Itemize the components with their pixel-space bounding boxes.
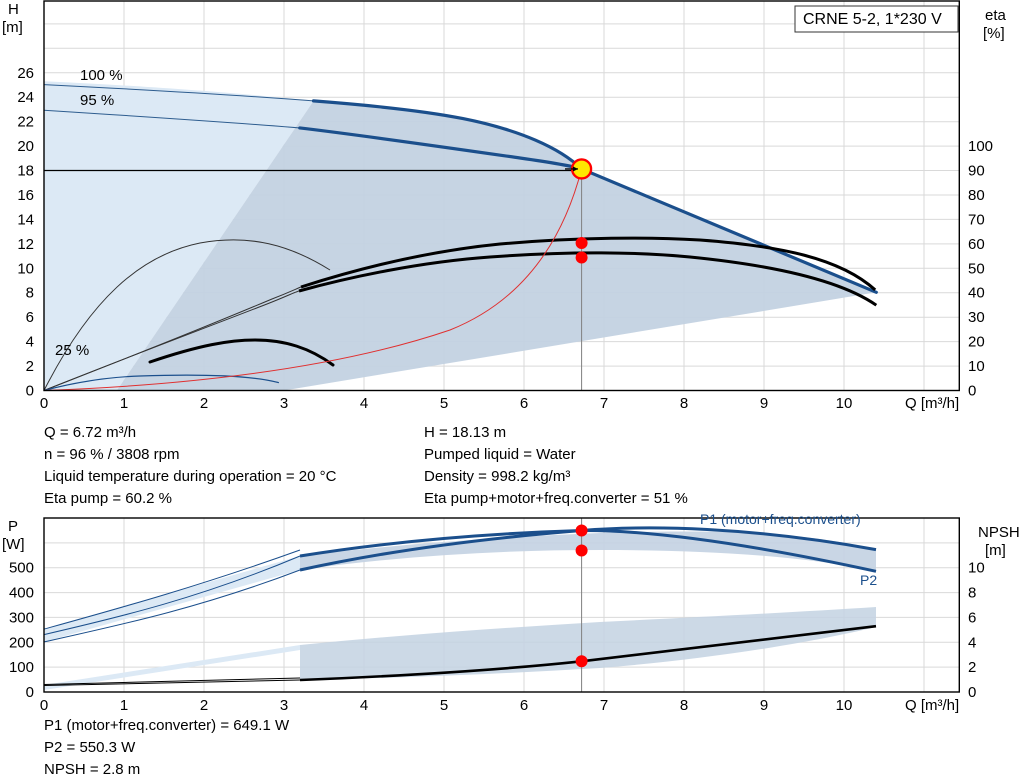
svg-text:20: 20	[17, 138, 34, 155]
svg-text:3: 3	[280, 395, 288, 412]
svg-text:P2: P2	[860, 572, 877, 588]
svg-text:2: 2	[200, 395, 208, 412]
svg-text:Liquid temperature during oper: Liquid temperature during operation = 20…	[44, 468, 337, 485]
svg-text:70: 70	[968, 211, 985, 228]
svg-text:95 %: 95 %	[80, 92, 114, 109]
svg-text:26: 26	[17, 65, 34, 82]
svg-text:20: 20	[968, 334, 985, 351]
svg-text:400: 400	[9, 585, 34, 602]
svg-text:6: 6	[26, 309, 34, 326]
svg-text:0: 0	[26, 684, 34, 701]
svg-text:CRNE 5-2, 1*230 V: CRNE 5-2, 1*230 V	[803, 11, 942, 28]
svg-text:P1 (motor+freq.converter) = 64: P1 (motor+freq.converter) = 649.1 W	[44, 717, 290, 734]
svg-text:50: 50	[968, 260, 985, 277]
svg-text:6: 6	[520, 395, 528, 412]
svg-text:6: 6	[520, 697, 528, 714]
svg-text:10: 10	[836, 697, 853, 714]
svg-text:0: 0	[26, 383, 34, 400]
svg-text:4: 4	[968, 634, 976, 651]
svg-text:0: 0	[40, 697, 48, 714]
svg-text:NPSH = 2.8 m: NPSH = 2.8 m	[44, 761, 140, 778]
svg-text:Pumped liquid = Water: Pumped liquid = Water	[424, 446, 576, 463]
svg-text:100: 100	[9, 659, 34, 676]
svg-text:12: 12	[17, 236, 34, 253]
svg-text:5: 5	[440, 697, 448, 714]
svg-text:200: 200	[9, 634, 34, 651]
svg-text:0: 0	[40, 395, 48, 412]
svg-text:100: 100	[968, 138, 993, 155]
svg-text:10: 10	[836, 395, 853, 412]
svg-text:4: 4	[26, 334, 34, 351]
svg-text:NPSH: NPSH	[978, 524, 1020, 541]
svg-text:P1 (motor+freq.converter): P1 (motor+freq.converter)	[700, 511, 861, 527]
svg-text:[%]: [%]	[983, 25, 1005, 42]
svg-text:Density = 998.2 kg/m³: Density = 998.2 kg/m³	[424, 468, 570, 485]
svg-text:1: 1	[120, 395, 128, 412]
svg-text:Q [m³/h]: Q [m³/h]	[905, 395, 959, 412]
svg-text:60: 60	[968, 236, 985, 253]
svg-text:4: 4	[360, 395, 368, 412]
svg-text:7: 7	[600, 697, 608, 714]
svg-text:16: 16	[17, 187, 34, 204]
svg-text:7: 7	[600, 395, 608, 412]
svg-text:22: 22	[17, 114, 34, 131]
svg-text:30: 30	[968, 309, 985, 326]
svg-text:eta: eta	[985, 7, 1007, 24]
svg-text:5: 5	[440, 395, 448, 412]
svg-text:24: 24	[17, 89, 34, 106]
svg-text:2: 2	[26, 358, 34, 375]
svg-text:H = 18.13 m: H = 18.13 m	[424, 424, 506, 441]
svg-text:9: 9	[760, 697, 768, 714]
svg-text:40: 40	[968, 285, 985, 302]
svg-text:n = 96 % / 3808 rpm: n = 96 % / 3808 rpm	[44, 446, 180, 463]
svg-text:100 %: 100 %	[80, 67, 123, 84]
svg-text:3: 3	[280, 697, 288, 714]
svg-text:[m]: [m]	[985, 542, 1006, 559]
svg-text:Q [m³/h]: Q [m³/h]	[905, 697, 959, 714]
svg-text:80: 80	[968, 187, 985, 204]
svg-text:Eta pump+motor+freq.converter: Eta pump+motor+freq.converter = 51 %	[424, 490, 688, 507]
svg-text:1: 1	[120, 697, 128, 714]
svg-text:6: 6	[968, 609, 976, 626]
svg-text:500: 500	[9, 560, 34, 577]
svg-text:0: 0	[968, 684, 976, 701]
svg-text:8: 8	[26, 285, 34, 302]
svg-text:H: H	[8, 1, 19, 18]
svg-text:9: 9	[760, 395, 768, 412]
svg-text:Eta pump = 60.2 %: Eta pump = 60.2 %	[44, 490, 172, 507]
svg-text:4: 4	[360, 697, 368, 714]
svg-text:10: 10	[17, 260, 34, 277]
svg-text:14: 14	[17, 211, 34, 228]
svg-text:10: 10	[968, 358, 985, 375]
svg-text:0: 0	[968, 383, 976, 400]
svg-text:8: 8	[680, 697, 688, 714]
svg-text:10: 10	[968, 560, 985, 577]
svg-text:P: P	[8, 518, 18, 535]
svg-text:[W]: [W]	[2, 536, 25, 553]
svg-text:[m]: [m]	[2, 19, 23, 36]
svg-text:25 %: 25 %	[55, 342, 89, 359]
svg-text:Q = 6.72 m³/h: Q = 6.72 m³/h	[44, 424, 136, 441]
svg-text:P2 = 550.3 W: P2 = 550.3 W	[44, 739, 136, 756]
svg-text:90: 90	[968, 163, 985, 180]
svg-text:2: 2	[200, 697, 208, 714]
svg-text:8: 8	[680, 395, 688, 412]
svg-text:2: 2	[968, 659, 976, 676]
svg-text:18: 18	[17, 163, 34, 180]
svg-text:300: 300	[9, 609, 34, 626]
svg-text:8: 8	[968, 585, 976, 602]
